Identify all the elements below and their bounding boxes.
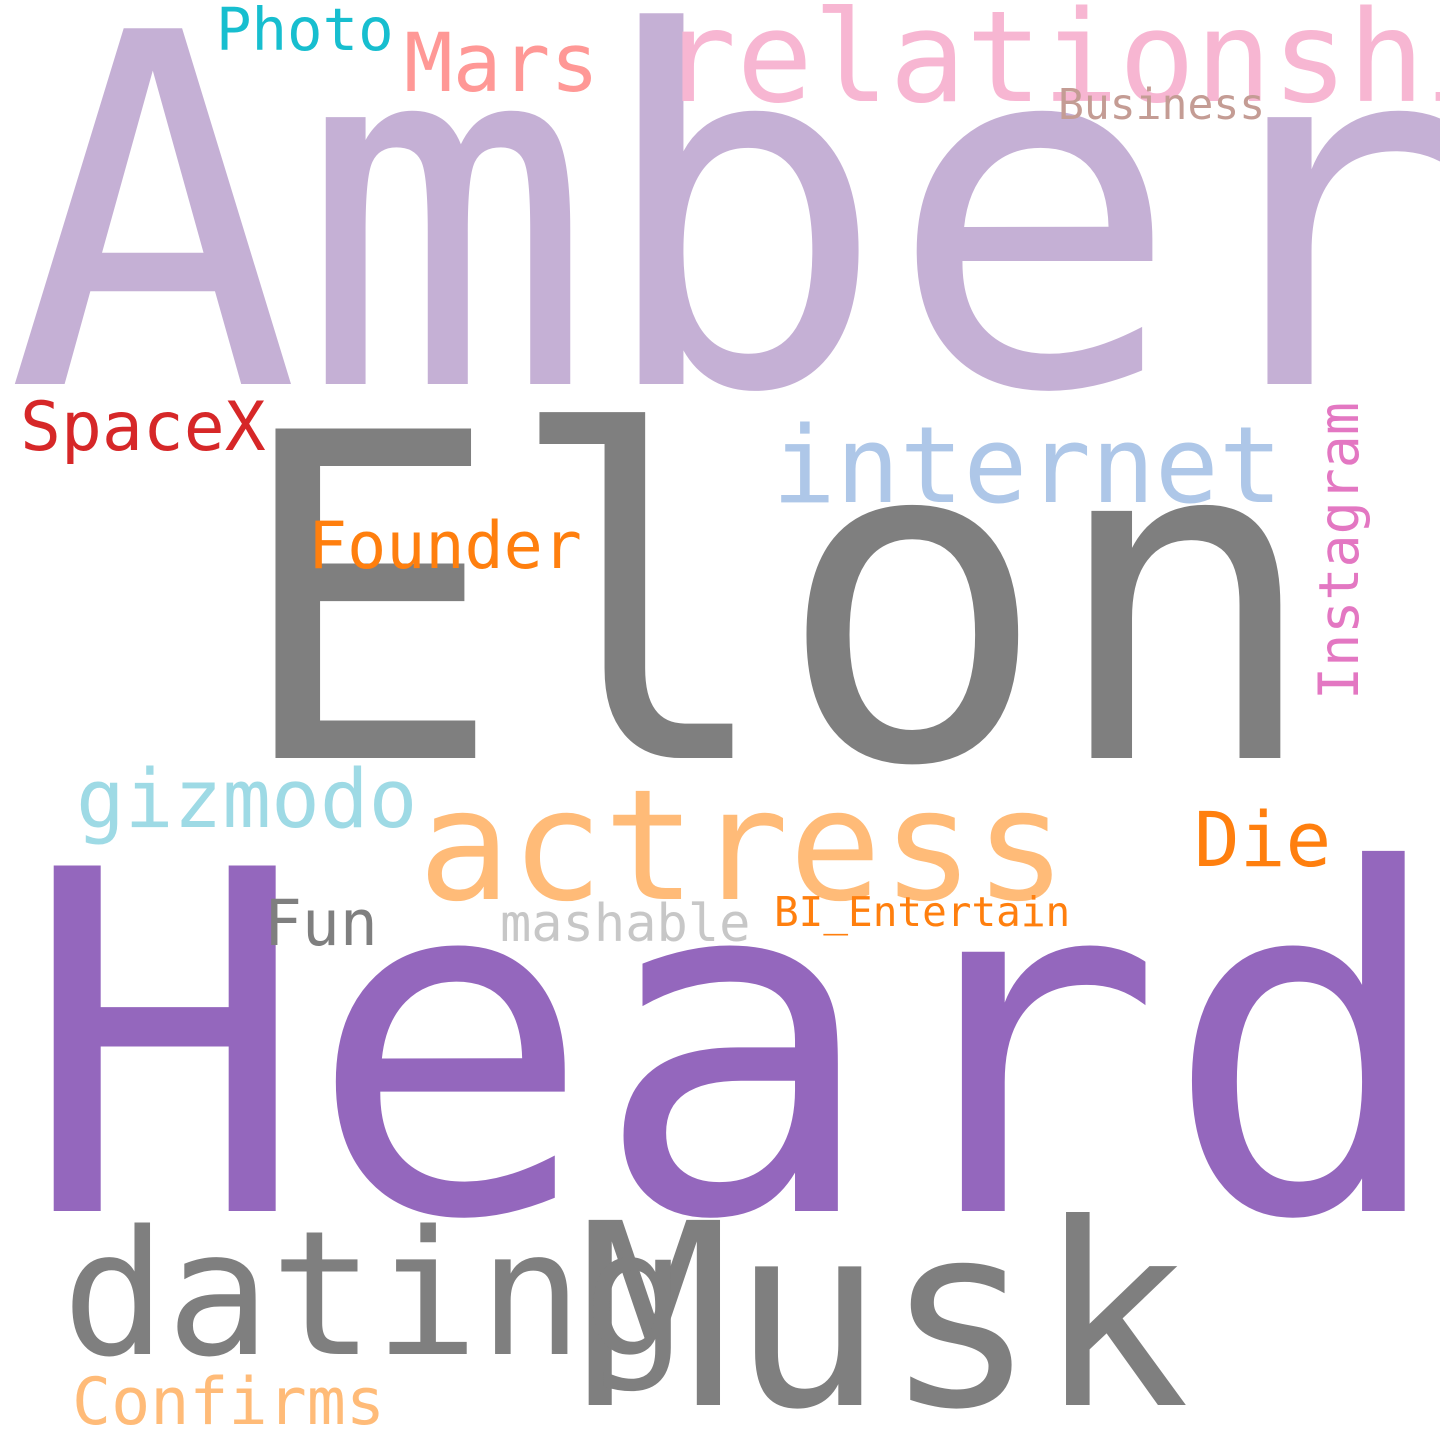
word-gizmodo: gizmodo (76, 753, 418, 847)
word-heard: Heard (22, 771, 1440, 1323)
word-bi-entertain: BI_Entertain (774, 888, 1071, 936)
word-relationship: relationship (660, 0, 1440, 131)
word-amber: Amber (6, 0, 1440, 500)
word-spacex: SpaceX (20, 388, 266, 467)
word-die: Die (1194, 795, 1332, 884)
word-business: Business (1058, 80, 1266, 130)
word-internet: internet (772, 404, 1283, 527)
word-elon: Elon (232, 338, 1321, 865)
word-mashable: mashable (500, 894, 751, 954)
word-confirms: Confirms (72, 1365, 386, 1440)
word-dating: dating (62, 1193, 687, 1395)
word-founder: Founder (308, 509, 582, 584)
word-mars: Mars (404, 17, 600, 111)
word-fun: Fun (264, 887, 378, 960)
word-actress: actress (418, 757, 1068, 936)
word-instagram: Instagram (1307, 401, 1371, 700)
word-musk: Musk (578, 1169, 1190, 1440)
word-photo: Photo (216, 0, 394, 64)
